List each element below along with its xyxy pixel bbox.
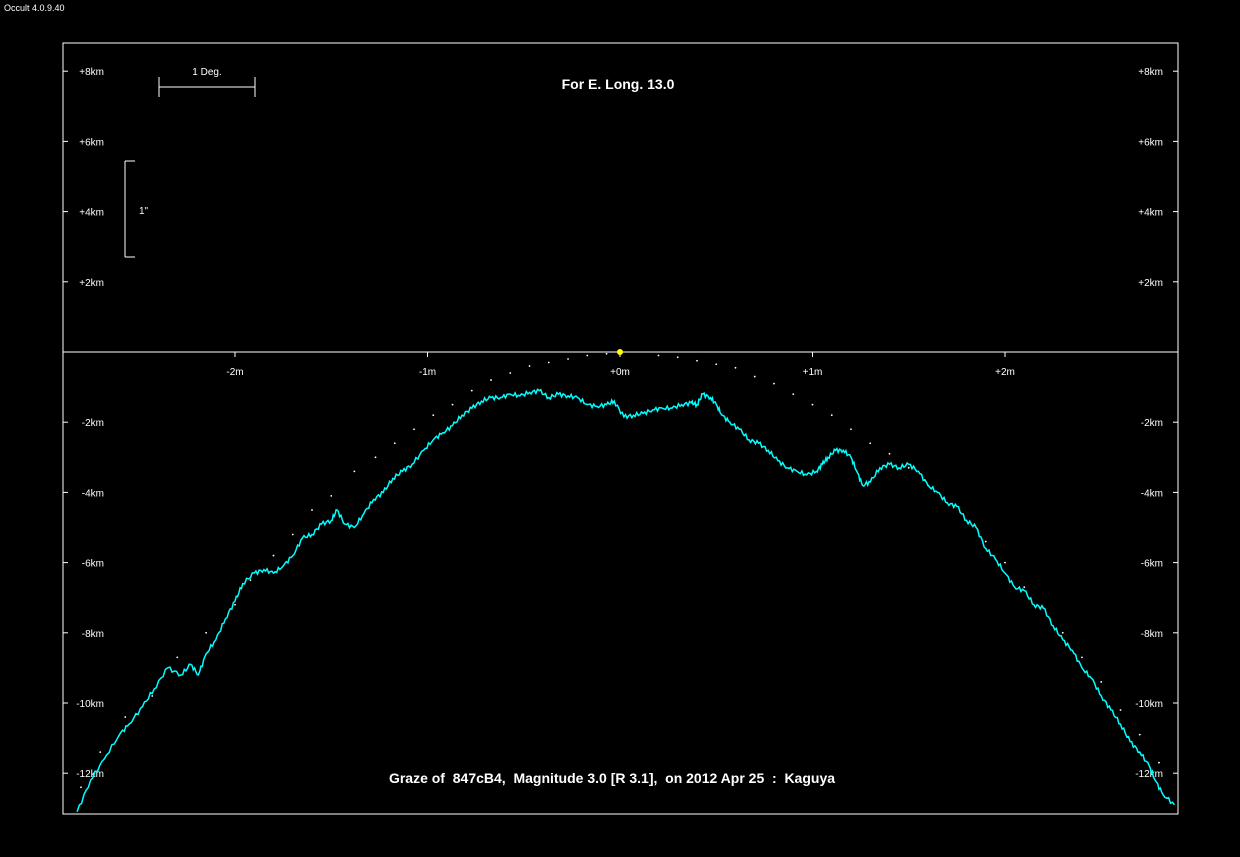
y-tick-label-left: -12km [76, 769, 104, 780]
y-tick-label-right: -2km [1141, 418, 1163, 429]
limb-dot [291, 533, 294, 536]
y-tick-label-left: +2km [79, 278, 104, 289]
vertical-scale-label: 1" [139, 206, 149, 217]
limb-dot [470, 389, 473, 392]
limb-dot [151, 695, 154, 697]
limb-dot [393, 442, 396, 445]
limb-dot [715, 363, 718, 366]
limb-dot [432, 414, 435, 417]
limb-dot [811, 403, 814, 406]
limb-dot [374, 456, 377, 459]
limb-dot [124, 716, 127, 718]
x-tick-label: +1m [803, 367, 823, 378]
limb-dot [907, 466, 910, 469]
limb-profile-line [76, 388, 1176, 813]
limb-dot [605, 352, 608, 355]
chart-caption: Graze of 847cB4, Magnitude 3.0 [R 3.1], … [389, 770, 835, 786]
chart-title: For E. Long. 13.0 [562, 76, 675, 92]
limb-dot [1158, 761, 1160, 764]
limb-dots [80, 352, 1160, 789]
limb-dot [330, 495, 333, 497]
limb-dot [850, 428, 852, 431]
limb-dot [830, 414, 833, 417]
y-tick-label-left: +4km [79, 208, 104, 219]
y-tick-label-right: -4km [1141, 488, 1163, 499]
limb-dot [753, 375, 756, 378]
y-tick-label-right: +6km [1138, 137, 1163, 148]
limb-dot [1081, 656, 1083, 659]
limb-dot [528, 365, 531, 367]
y-tick-label-left: -10km [76, 699, 104, 710]
limb-dot [205, 631, 208, 634]
limb-dot [249, 579, 252, 582]
limb-dot [272, 554, 275, 557]
limb-dot [1100, 681, 1103, 683]
limb-dot [773, 382, 775, 385]
y-tick-label-right: +8km [1138, 67, 1163, 78]
limb-dot [1138, 733, 1141, 736]
limb-dot [490, 379, 492, 381]
y-tick-label-right: -12km [1135, 769, 1163, 780]
limb-dot [547, 361, 550, 364]
limb-dot [234, 603, 236, 606]
horizontal-scale-label: 1 Deg. [192, 67, 221, 78]
limb-dot [792, 393, 795, 396]
limb-dot [869, 442, 872, 445]
horizontal-scale-bar: 1 Deg. [158, 67, 256, 97]
limb-dot [1023, 586, 1026, 589]
limb-dot [451, 403, 454, 406]
x-tick-label: -2m [226, 367, 243, 378]
limb-dot [676, 356, 679, 359]
limb-dot [657, 354, 660, 357]
limb-dot [586, 354, 589, 357]
y-tick-label-left: -6km [82, 559, 104, 570]
y-tick-label-left: -4km [82, 488, 104, 499]
limb-dot [567, 358, 569, 360]
limb-dot [311, 509, 313, 511]
axis-ticks: -2m -1m +0m +1m +2m +8km +8km +6km +6km +4km +4km +… [63, 67, 1178, 780]
x-tick-label: +2m [995, 367, 1015, 378]
y-tick-label-right: +2km [1138, 278, 1163, 289]
y-tick-label-left: +8km [79, 67, 104, 78]
limb-dot [696, 359, 698, 362]
limb-dot [734, 366, 737, 369]
limb-dot [1004, 561, 1006, 564]
limb-dot [984, 540, 987, 543]
star-point [617, 349, 623, 355]
limb-dot [1061, 631, 1064, 634]
y-tick-label-left: +6km [79, 137, 104, 148]
y-tick-label-right: +4km [1138, 208, 1163, 219]
plot-frame [62, 42, 1179, 815]
limb-dot [80, 786, 82, 789]
x-tick-label: +0m [610, 367, 630, 378]
y-tick-label-right: -8km [1141, 629, 1163, 640]
y-tick-label-left: -8km [82, 629, 104, 640]
limb-dot [176, 656, 179, 659]
limb-dot [413, 428, 415, 431]
y-tick-label-right: -10km [1135, 699, 1163, 710]
x-tick-label: -1m [419, 367, 436, 378]
limb-dot [99, 751, 102, 754]
limb-dot [1119, 709, 1122, 711]
limb-dot [353, 470, 356, 473]
y-tick-label-right: -6km [1141, 559, 1163, 570]
vertical-scale-bar: 1" [124, 160, 149, 258]
limb-dot [888, 452, 891, 455]
limb-dot [509, 372, 512, 374]
y-tick-label-left: -2km [82, 418, 104, 429]
app-title: Occult 4.0.9.40 [4, 3, 65, 13]
